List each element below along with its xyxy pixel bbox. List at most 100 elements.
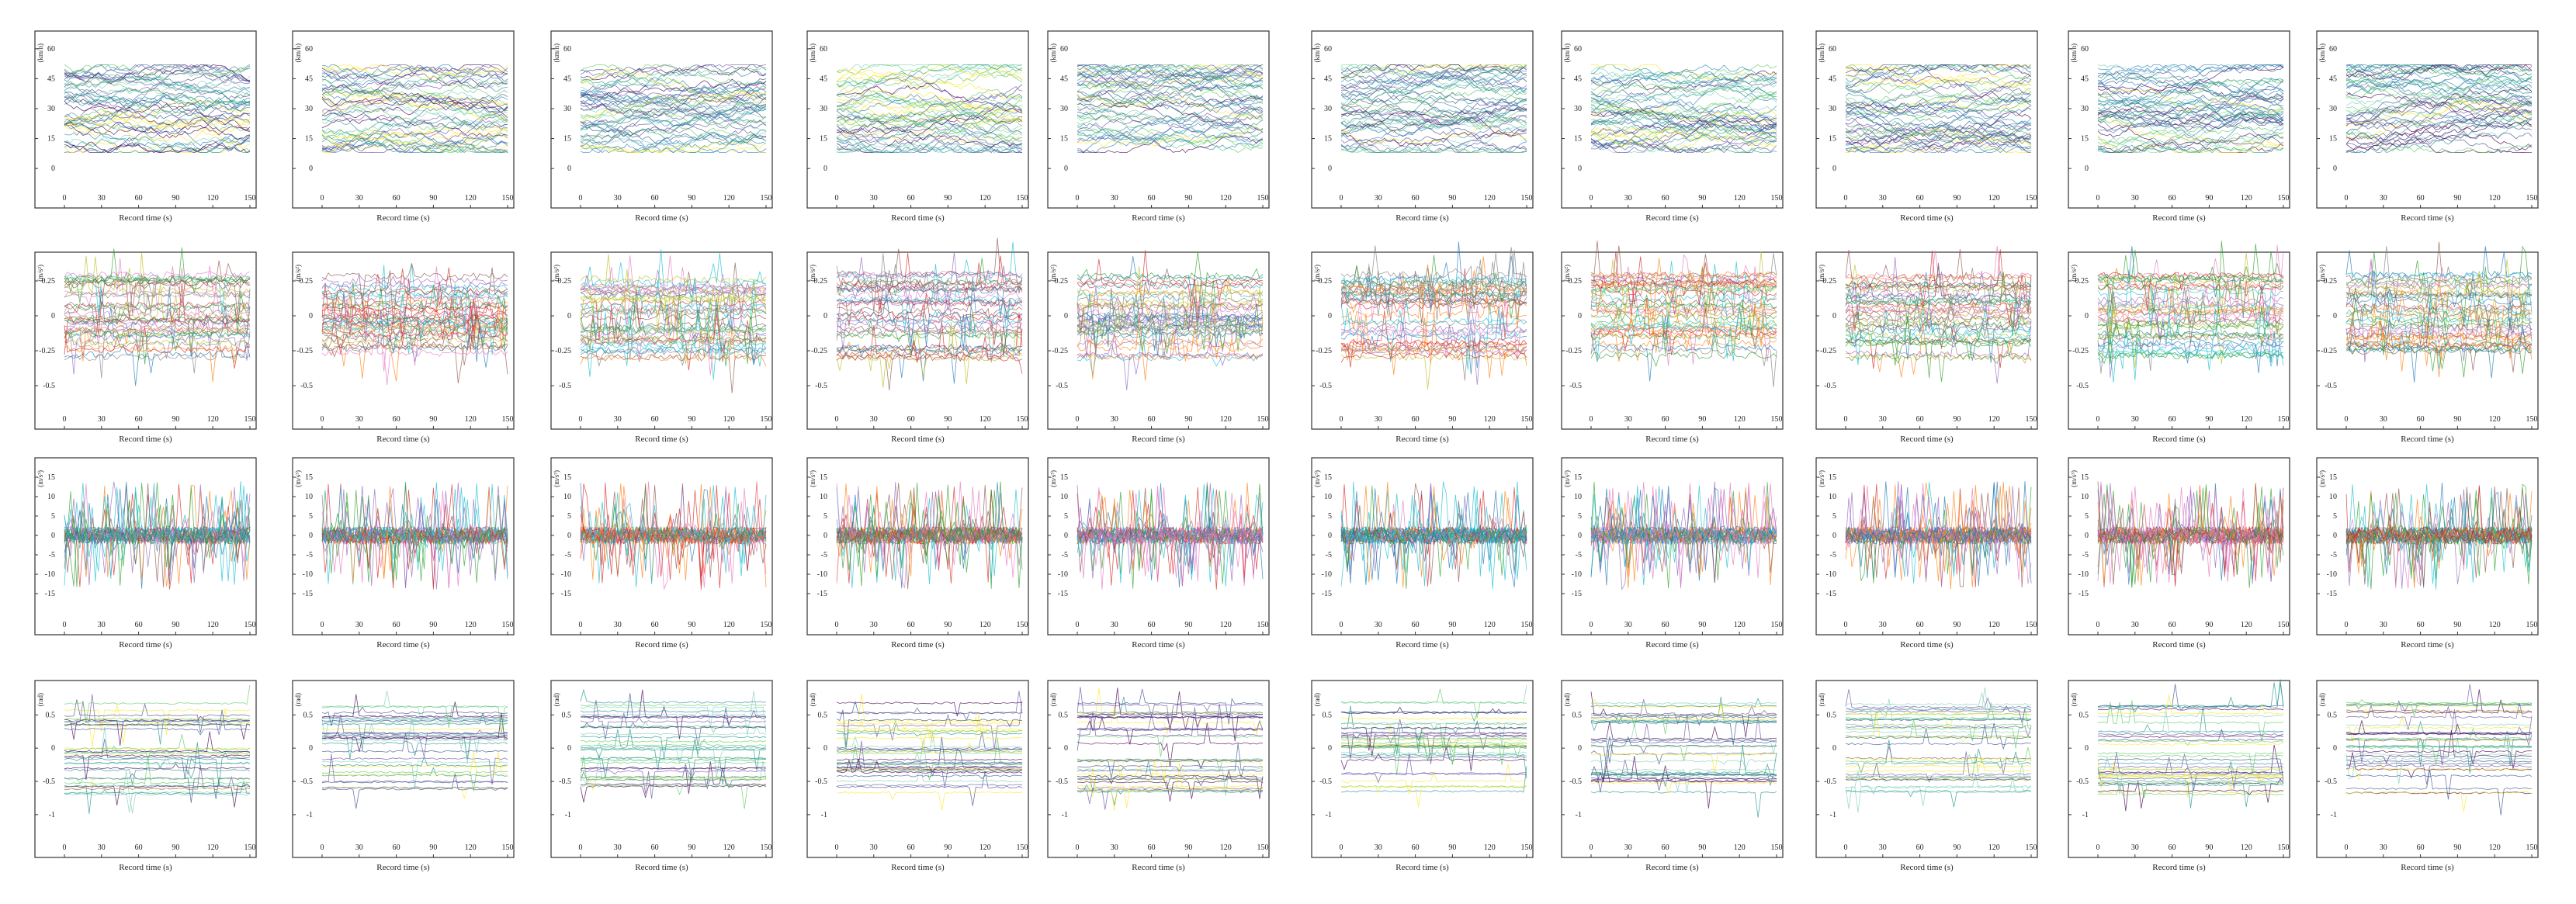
series-line — [64, 262, 251, 283]
series-line — [64, 99, 251, 126]
series-line — [2097, 757, 2284, 795]
series-line — [64, 73, 251, 95]
series-line — [2097, 313, 2284, 321]
axes-frame — [1311, 457, 1534, 636]
y-tick-label: -15 — [561, 590, 571, 598]
x-tick-label: 30 — [1879, 621, 1887, 629]
series-line — [580, 82, 767, 96]
x-tick-label: 0 — [1340, 621, 1343, 629]
y-tick-label: 0.5 — [2328, 711, 2338, 719]
x-axis-label: Record time (s) — [891, 213, 945, 223]
x-tick-label: 150 — [502, 621, 514, 629]
series-line — [321, 504, 508, 579]
series-line — [1590, 698, 1777, 708]
x-tick-label: 60 — [1916, 843, 1924, 852]
series-line — [1845, 105, 2032, 123]
x-tick-label: 0 — [1844, 621, 1848, 629]
panel-r3-c3: (m/s³) 15 10 5 0 -5 -10 -15 0 30 60 90 120 150 Record … — [550, 457, 773, 649]
x-axis-label: Record time (s) — [891, 435, 945, 444]
series-line — [64, 78, 251, 91]
y-tick-label: 15 — [1060, 473, 1068, 482]
series-line — [1845, 771, 2032, 809]
series-line — [64, 325, 251, 369]
series-line — [64, 771, 251, 814]
y-tick-label: -15 — [2078, 590, 2089, 598]
series-line — [321, 717, 508, 722]
series-line — [2345, 282, 2533, 338]
series-line — [1846, 138, 2032, 154]
y-tick-label: 0 — [1832, 532, 1836, 540]
x-tick-label: 60 — [1916, 194, 1924, 203]
y-tick-label: 0.25 — [42, 277, 56, 286]
series-line — [836, 766, 1023, 771]
series-line — [64, 96, 251, 119]
y-tick-label: 15 — [2329, 135, 2337, 144]
panel-r2-c7: (m/s²)0.25 0 -0.25 -0.5 0 30 60 90 120 150 Record … — [1561, 241, 1784, 444]
x-tick-label: 30 — [1375, 415, 1382, 424]
series-line — [1590, 334, 1777, 367]
x-tick-label: 0 — [1076, 621, 1080, 629]
series-line — [1590, 300, 1777, 341]
y-tick-label: 0.25 — [300, 277, 314, 286]
series-line — [580, 140, 767, 154]
axes-frame — [2068, 680, 2290, 858]
series-line — [580, 101, 767, 113]
y-tick-label: 0 — [2333, 312, 2337, 320]
series-line — [64, 719, 251, 745]
series-line — [321, 78, 508, 114]
series-line — [1077, 706, 1264, 736]
series-line — [580, 704, 767, 707]
series-line — [321, 756, 508, 767]
series-line — [64, 65, 251, 87]
x-axis-label: Record time (s) — [376, 435, 430, 444]
y-tick-label: 0.25 — [1319, 277, 1333, 286]
y-tick-label: 15 — [2329, 473, 2337, 482]
series-line — [581, 64, 767, 77]
series-line — [1077, 266, 1264, 333]
series-line — [321, 85, 508, 100]
series-line — [1845, 124, 2032, 149]
series-line — [2097, 283, 2284, 340]
panel-r2-c9: (m/s²)0.25 0 -0.25 -0.5 0 30 60 90 120 150 Record … — [2068, 241, 2290, 444]
x-tick-label: 150 — [1521, 843, 1533, 852]
series-line — [1845, 687, 2032, 729]
series-line — [1340, 275, 1527, 300]
series-line — [1077, 765, 1264, 797]
series-line — [2345, 82, 2533, 102]
x-tick-label: 90 — [944, 415, 952, 424]
series-line — [1845, 66, 2032, 93]
series-line — [1340, 65, 1527, 91]
axes-frame — [292, 251, 515, 430]
series-line — [836, 106, 1023, 137]
y-tick-label: 15 — [305, 473, 313, 482]
series-line — [2097, 762, 2284, 794]
x-tick-label: 150 — [761, 621, 772, 629]
x-tick-label: 120 — [1220, 621, 1232, 629]
y-tick-label: 30 — [820, 105, 827, 113]
y-tick-label: 0 — [2085, 165, 2089, 173]
y-tick-label: 30 — [1574, 105, 1582, 113]
series-line — [836, 336, 1023, 374]
series-line — [64, 109, 251, 127]
series-line — [2097, 300, 2284, 325]
series-line — [2345, 82, 2533, 112]
series-line — [1340, 141, 1527, 154]
panel-r2-c5: (m/s²)0.25 0 -0.25 -0.5 0 30 60 90 120 150 Record … — [1047, 250, 1270, 444]
series-line — [1845, 101, 2032, 119]
x-tick-label: 90 — [1448, 843, 1456, 852]
series-line — [1845, 64, 2032, 86]
y-tick-label: 0.5 — [303, 711, 314, 719]
series-line — [1341, 722, 1527, 751]
series-line — [580, 761, 767, 764]
series-line — [1077, 707, 1264, 737]
panel-r2-c10: (m/s²)0.25 0 -0.25 -0.5 0 30 60 90 120 150 Record … — [2316, 241, 2539, 444]
x-axis-label: Record time (s) — [2401, 640, 2454, 649]
series-line — [1077, 688, 1264, 715]
y-tick-label: 0 — [1578, 532, 1582, 540]
series-line — [64, 265, 251, 307]
x-tick-label: 0 — [1590, 415, 1593, 424]
series-line — [321, 306, 508, 348]
series-line — [64, 82, 251, 106]
series-line — [1340, 64, 1527, 88]
series-line — [2345, 95, 2533, 116]
